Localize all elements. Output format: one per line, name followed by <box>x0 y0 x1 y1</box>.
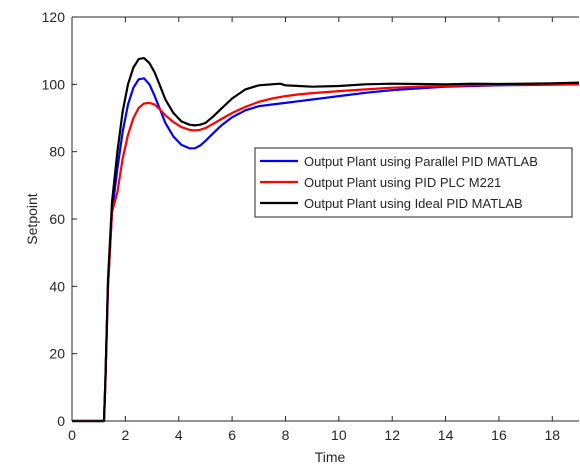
y-tick-label: 120 <box>42 9 66 25</box>
legend: Output Plant using Parallel PID MATLAB Ou… <box>254 147 573 218</box>
x-tick-label: 8 <box>282 427 290 443</box>
y-tick-label: 40 <box>49 278 65 294</box>
legend-box <box>254 147 573 218</box>
y-tick-label: 20 <box>49 346 65 362</box>
legend-label-2: Output Plant using PID PLC M221 <box>304 175 501 190</box>
series-line-1 <box>72 77 580 423</box>
plot-area <box>72 17 579 421</box>
legend-label-1: Output Plant using Parallel PID MATLAB <box>304 154 538 169</box>
x-tick-label: 14 <box>438 427 454 443</box>
y-tick-label: 60 <box>49 211 65 227</box>
x-tick-label: 4 <box>175 427 183 443</box>
series-layer <box>72 57 580 423</box>
axes-layer: 0 2 4 6 8 10 12 14 16 18 0 20 40 60 80 100 120 <box>42 9 579 443</box>
legend-label-3: Output Plant using Ideal PID MATLAB <box>304 196 523 211</box>
x-axis-label: Time <box>315 449 346 465</box>
x-tick-label: 0 <box>68 427 76 443</box>
y-axis-label: Setpoint <box>24 193 40 244</box>
plot-background <box>72 17 579 421</box>
x-tick-label: 6 <box>228 427 236 443</box>
x-tick-label: 12 <box>384 427 400 443</box>
series-line-2 <box>72 83 579 423</box>
x-tick-label: 18 <box>545 427 561 443</box>
y-tick-label: 80 <box>49 144 65 160</box>
x-tick-label: 2 <box>121 427 129 443</box>
x-tick-label: 16 <box>491 427 507 443</box>
y-tick-label: 0 <box>57 413 65 429</box>
y-tick-label: 100 <box>42 76 66 92</box>
series-line-3 <box>72 57 580 423</box>
x-tick-label: 10 <box>331 427 347 443</box>
